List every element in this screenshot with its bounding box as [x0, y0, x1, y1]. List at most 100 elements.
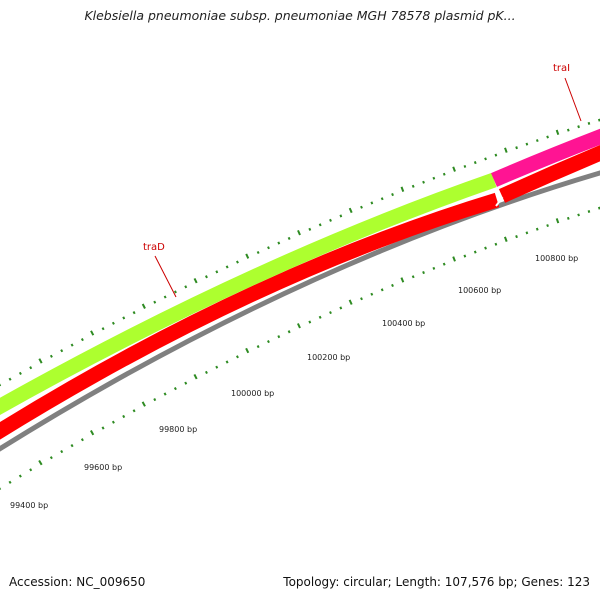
minor-tick	[525, 142, 529, 146]
major-tick	[38, 358, 43, 364]
minor-tick	[318, 315, 322, 319]
minor-tick	[267, 246, 270, 250]
minor-tick	[111, 321, 115, 325]
major-tick	[297, 230, 301, 236]
minor-tick	[515, 235, 518, 239]
minor-tick	[163, 392, 167, 396]
minor-tick	[184, 285, 188, 289]
minor-tick	[70, 443, 74, 448]
minor-tick	[235, 260, 239, 264]
accession-text: Accession: NC_009650	[9, 575, 146, 589]
minor-tick	[308, 320, 312, 324]
minor-tick	[360, 205, 363, 209]
scale-label: 100400 bp	[382, 319, 425, 328]
minor-tick	[308, 227, 312, 231]
gene-arrow-reverse[interactable]	[498, 145, 600, 203]
major-tick	[400, 277, 405, 283]
minor-tick	[111, 420, 115, 424]
major-tick	[245, 347, 250, 354]
major-tick	[555, 129, 560, 136]
minor-tick	[225, 360, 229, 364]
topology-summary-text: Topology: circular; Length: 107,576 bp; …	[283, 575, 590, 589]
minor-tick	[587, 121, 591, 125]
minor-tick	[132, 311, 136, 315]
minor-tick	[391, 193, 394, 197]
minor-tick	[473, 161, 477, 165]
major-tick	[296, 323, 301, 329]
minor-tick	[515, 146, 518, 150]
major-tick	[193, 373, 198, 380]
minor-tick	[132, 409, 136, 413]
major-tick	[555, 218, 560, 224]
scale-label: 99600 bp	[84, 463, 122, 472]
minor-tick	[8, 480, 12, 484]
scale-label: 100000 bp	[231, 389, 274, 398]
minor-tick	[339, 214, 343, 218]
minor-tick	[329, 311, 332, 315]
minor-tick	[174, 290, 177, 294]
label-leader-line	[154, 255, 177, 298]
minor-tick	[566, 128, 570, 132]
minor-tick	[411, 275, 415, 279]
gene-arrow-trai[interactable]	[491, 128, 600, 187]
minor-tick	[101, 426, 105, 430]
minor-tick	[463, 254, 467, 258]
gene-label-trai: traI	[553, 63, 570, 74]
major-tick	[141, 303, 146, 309]
inner-tick-marks	[0, 206, 600, 490]
minor-tick	[318, 223, 322, 227]
minor-tick	[18, 474, 22, 478]
outer-tick-marks	[0, 118, 600, 387]
minor-tick	[277, 241, 281, 245]
minor-tick	[391, 283, 394, 287]
minor-tick	[587, 210, 591, 213]
minor-tick	[122, 414, 126, 419]
minor-tick	[411, 184, 415, 188]
minor-tick	[535, 139, 539, 143]
minor-tick	[184, 381, 188, 385]
minor-tick	[215, 365, 219, 369]
minor-tick	[546, 224, 549, 228]
minor-tick	[432, 176, 436, 180]
minor-tick	[287, 330, 291, 334]
minor-tick	[287, 236, 291, 241]
major-tick	[452, 166, 456, 172]
minor-tick	[484, 246, 487, 250]
minor-tick	[442, 172, 446, 176]
minor-tick	[163, 295, 167, 299]
major-tick	[141, 401, 146, 407]
minor-tick	[70, 343, 74, 347]
minor-tick	[101, 327, 105, 331]
minor-tick	[360, 297, 363, 301]
major-tick	[245, 253, 250, 259]
minor-tick	[173, 387, 177, 391]
minor-tick	[577, 213, 580, 217]
minor-tick	[370, 292, 374, 296]
minor-tick	[267, 340, 270, 344]
minor-tick	[577, 125, 580, 129]
gene-labels: traD traI	[143, 63, 582, 298]
gene-boundary	[493, 189, 504, 207]
minor-tick	[546, 135, 549, 139]
major-tick	[193, 277, 198, 284]
minor-tick	[422, 180, 425, 184]
scale-label: 99400 bp	[10, 501, 48, 510]
minor-tick	[473, 250, 477, 254]
major-tick	[348, 299, 353, 305]
gene-arrow-tradd[interactable]	[0, 172, 497, 415]
major-tick	[503, 236, 508, 242]
minor-tick	[204, 275, 208, 279]
minor-tick	[60, 349, 64, 353]
backbone-track	[0, 170, 600, 452]
minor-tick	[18, 371, 22, 375]
minor-tick	[49, 354, 53, 358]
minor-tick	[380, 197, 384, 201]
minor-tick	[422, 271, 425, 275]
minor-tick	[153, 300, 157, 304]
minor-tick	[566, 216, 570, 220]
label-leader-line	[564, 77, 582, 122]
gene-arrow-reverse[interactable]	[0, 192, 500, 440]
major-tick	[504, 147, 508, 153]
minor-tick	[236, 355, 239, 359]
